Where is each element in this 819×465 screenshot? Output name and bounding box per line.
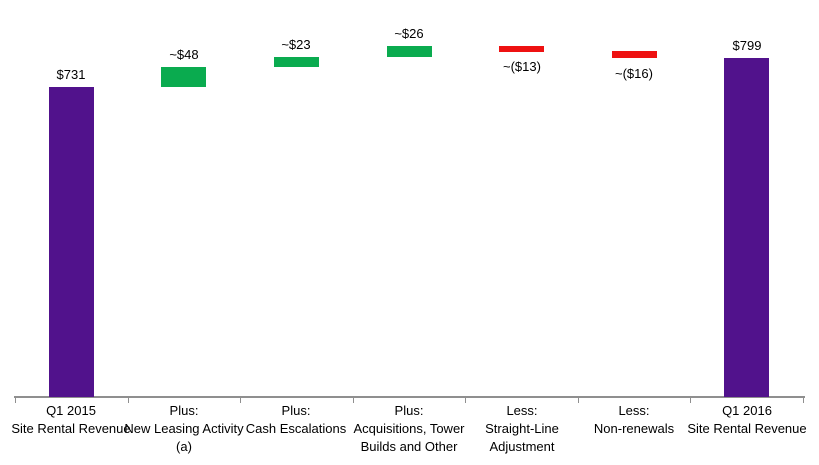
category-label-line: Straight-Line (485, 421, 559, 436)
axis-tick (240, 396, 241, 403)
bar-value-label: $731 (56, 67, 86, 82)
category-label: Plus: Cash Escalations (206, 402, 386, 438)
x-axis-line (14, 396, 805, 398)
axis-tick (690, 396, 691, 403)
bar-value-label: ~($13) (503, 59, 541, 74)
waterfall-bar (612, 51, 657, 58)
category-label: Plus: New Leasing Activity (a) (94, 402, 274, 456)
bar-value-label: ~$26 (394, 26, 424, 41)
category-label-line: Cash Escalations (245, 421, 347, 436)
category-label-line: (a) (176, 439, 192, 454)
bar-value-label: ~($16) (615, 66, 653, 81)
category-label-line: Q1 2015 (46, 403, 96, 418)
waterfall-bar (49, 87, 94, 397)
waterfall-bar (274, 57, 319, 67)
bar-value-label: ~$48 (169, 47, 199, 62)
category-label: Less: Non-renewals (544, 402, 724, 438)
category-label-line: Plus: (394, 403, 424, 418)
bar-value-label: $799 (732, 38, 762, 53)
axis-tick (578, 396, 579, 403)
category-label-line: Plus: (169, 403, 199, 418)
waterfall-bar (387, 46, 432, 57)
waterfall-bar (161, 67, 206, 87)
axis-tick (803, 396, 804, 403)
axis-tick (353, 396, 354, 403)
category-label: Q1 2015 Site Rental Revenue (0, 402, 161, 438)
category-label-line: Adjustment (489, 439, 555, 454)
category-label-line: Plus: (281, 403, 311, 418)
category-label-line: Builds and Other (360, 439, 458, 454)
waterfall-bar (724, 58, 769, 397)
category-label-line: Site Rental Revenue (11, 421, 131, 436)
axis-tick (15, 396, 16, 403)
category-label-line: Less: (618, 403, 650, 418)
category-label-line: Site Rental Revenue (687, 421, 807, 436)
category-label-line: New Leasing Activity (124, 421, 244, 436)
waterfall-bar (499, 46, 544, 52)
category-label: Plus: Acquisitions, Tower Builds and Other (319, 402, 499, 456)
category-label-line: Q1 2016 (722, 403, 772, 418)
category-label-line: Non-renewals (593, 421, 675, 436)
category-label: Less: Straight-Line Adjustment (432, 402, 612, 456)
axis-tick (128, 396, 129, 403)
bar-value-label: ~$23 (281, 37, 311, 52)
axis-tick (465, 396, 466, 403)
category-label-line: Acquisitions, Tower (353, 421, 465, 436)
category-label: Q1 2016 Site Rental Revenue (657, 402, 819, 438)
category-label-line: Less: (506, 403, 538, 418)
